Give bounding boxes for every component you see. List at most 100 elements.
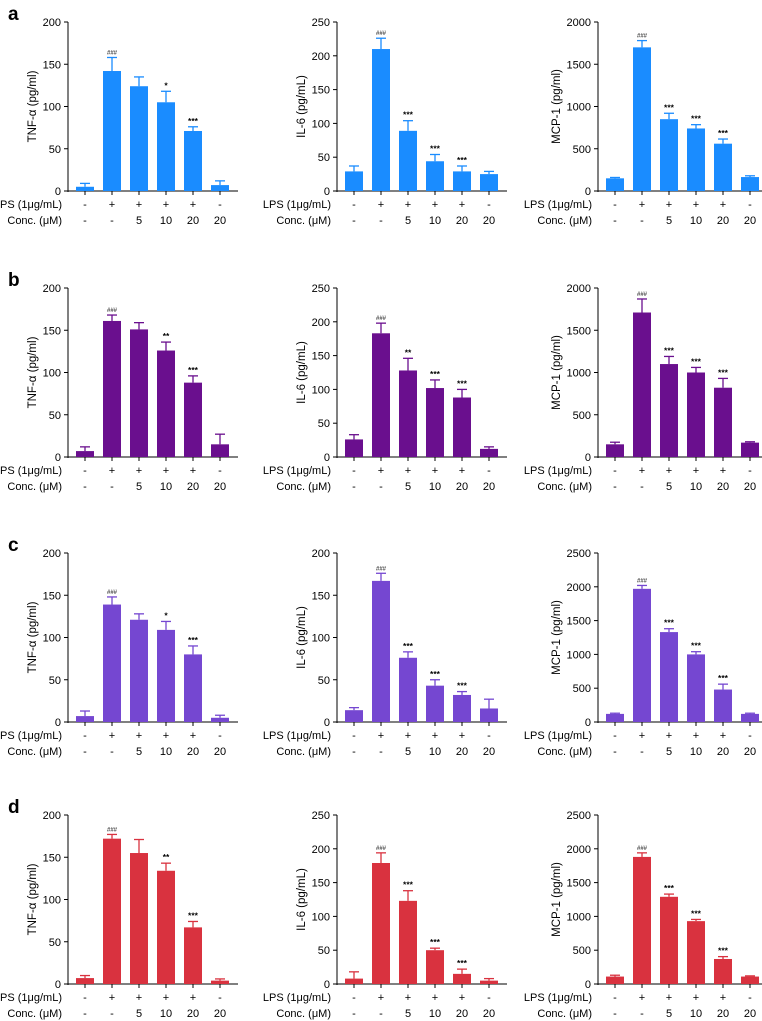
lps-condition-value: + — [109, 199, 115, 211]
bar — [103, 604, 121, 722]
y-tick-label: 2000 — [567, 844, 591, 856]
bar — [714, 958, 732, 984]
conc-condition-value: 20 — [483, 215, 495, 227]
lps-condition-value: + — [109, 730, 115, 742]
y-tick-label: 100 — [312, 633, 330, 645]
conc-condition-value: 5 — [136, 1008, 142, 1020]
lps-condition-value: - — [218, 730, 222, 742]
lps-condition-value: - — [352, 465, 356, 477]
y-tick-label: 2000 — [567, 17, 591, 29]
bar — [130, 86, 148, 191]
chart-c-3: 0 500 1000 1500 2000 2500 MCP-1 (pg/ml) - - ### + -… — [524, 548, 762, 758]
lps-condition-value: + — [720, 465, 726, 477]
y-tick-label: 200 — [312, 548, 330, 560]
conc-condition-value: 10 — [690, 1008, 702, 1020]
bar — [345, 978, 363, 984]
conc-row-label: Conc. (μM) — [276, 481, 331, 493]
conc-condition-value: 5 — [405, 1008, 411, 1020]
lps-condition-value: + — [405, 992, 411, 1004]
conc-row-label: Conc. (μM) — [7, 215, 62, 227]
bar — [741, 976, 759, 984]
y-tick-label: 50 — [49, 144, 61, 156]
lps-condition-value: + — [190, 465, 196, 477]
conc-condition-value: 20 — [187, 1008, 199, 1020]
conc-condition-value: 20 — [456, 215, 468, 227]
significance-label: *** — [457, 958, 468, 968]
lps-row-label: LPS (1μg/mL) — [524, 992, 592, 1004]
significance-label: *** — [718, 128, 729, 138]
lps-row-label: LPS (1μg/mL) — [0, 730, 62, 742]
y-tick-label: 200 — [312, 844, 330, 856]
y-tick-label: 150 — [43, 59, 61, 71]
bar — [399, 900, 417, 984]
significance-label: *** — [718, 673, 729, 683]
y-tick-label: 100 — [43, 368, 61, 380]
lps-row-label: LPS (1μg/mL) — [0, 992, 62, 1004]
y-tick-label: 150 — [43, 325, 61, 337]
bar — [130, 853, 148, 984]
bar — [480, 174, 498, 191]
y-tick-label: 500 — [573, 945, 591, 957]
lps-row-label: LPS (1μg/mL) — [263, 992, 331, 1004]
y-tick-label: 0 — [324, 186, 330, 198]
conc-row-label: Conc. (μM) — [276, 746, 331, 758]
y-tick-label: 0 — [324, 717, 330, 729]
conc-condition-value: 20 — [214, 1008, 226, 1020]
y-tick-label: 150 — [312, 351, 330, 363]
conc-condition-value: 10 — [429, 1008, 441, 1020]
conc-condition-value: 20 — [456, 746, 468, 758]
bar — [741, 713, 759, 722]
hash-significance-label: ### — [376, 31, 387, 37]
lps-condition-value: - — [613, 992, 617, 1004]
lps-condition-value: + — [720, 992, 726, 1004]
chart-a-1: 0 50 100 150 200 TNF-α (pg/ml) - - ### + - +5 * +10 **… — [0, 17, 238, 227]
lps-condition-value: + — [378, 992, 384, 1004]
bar — [426, 388, 444, 457]
y-tick-label: 100 — [312, 911, 330, 923]
lps-condition-value: + — [693, 465, 699, 477]
bar — [157, 870, 175, 984]
conc-condition-value: 20 — [456, 1008, 468, 1020]
y-tick-label: 1500 — [567, 616, 591, 628]
conc-condition-value: 10 — [160, 481, 172, 493]
y-axis-title: IL-6 (pg/mL) — [296, 868, 308, 931]
conc-condition-value: 20 — [187, 215, 199, 227]
hash-significance-label: ### — [107, 50, 118, 56]
bar — [687, 654, 705, 722]
significance-label: *** — [691, 908, 702, 918]
y-tick-label: 1500 — [567, 59, 591, 71]
bar — [606, 444, 624, 457]
lps-row-label: LPS (1μg/mL) — [263, 199, 331, 211]
conc-condition-value: - — [83, 481, 87, 493]
conc-condition-value: - — [110, 215, 114, 227]
significance-label: ** — [163, 331, 170, 341]
y-tick-label: 0 — [55, 979, 61, 991]
hash-significance-label: ### — [376, 846, 387, 852]
chart-c-2: 0 50 100 150 200 IL-6 (pg/mL) - - ### + - *** +5 *** +… — [263, 548, 507, 758]
significance-label: *** — [664, 618, 675, 628]
conc-row-label: Conc. (μM) — [537, 746, 592, 758]
y-tick-label: 100 — [312, 384, 330, 396]
significance-label: *** — [403, 641, 414, 651]
bar — [714, 689, 732, 722]
significance-label: *** — [188, 365, 199, 375]
bar — [184, 131, 202, 191]
conc-condition-value: - — [379, 481, 383, 493]
y-tick-label: 500 — [573, 410, 591, 422]
y-tick-label: 1500 — [567, 878, 591, 890]
y-tick-label: 2000 — [567, 283, 591, 295]
conc-condition-value: - — [613, 1008, 617, 1020]
lps-condition-value: + — [190, 730, 196, 742]
lps-condition-value: + — [163, 199, 169, 211]
lps-condition-value: - — [352, 199, 356, 211]
conc-condition-value: - — [640, 1008, 644, 1020]
bar — [633, 856, 651, 984]
y-tick-label: 100 — [43, 895, 61, 907]
conc-condition-value: 5 — [405, 215, 411, 227]
conc-row-label: Conc. (μM) — [537, 1008, 592, 1020]
y-tick-label: 150 — [43, 590, 61, 602]
hash-significance-label: ### — [637, 292, 648, 298]
lps-condition-value: + — [163, 465, 169, 477]
bar — [103, 71, 121, 191]
y-tick-label: 200 — [43, 17, 61, 29]
